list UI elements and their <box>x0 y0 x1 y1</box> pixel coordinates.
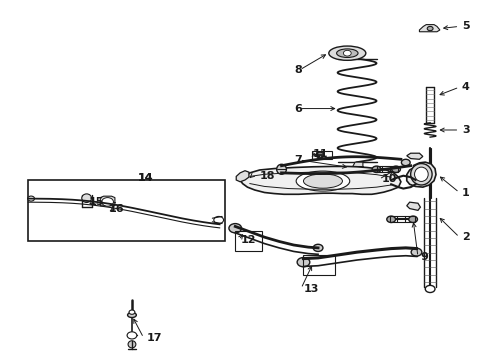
Text: 9: 9 <box>420 252 428 262</box>
Ellipse shape <box>427 26 433 31</box>
Ellipse shape <box>127 332 137 339</box>
Polygon shape <box>407 202 420 210</box>
Ellipse shape <box>127 312 136 318</box>
Text: 8: 8 <box>295 65 302 75</box>
Polygon shape <box>351 162 363 171</box>
Ellipse shape <box>337 49 358 58</box>
Text: 11: 11 <box>312 149 328 159</box>
Ellipse shape <box>372 166 381 172</box>
Text: 10: 10 <box>381 174 397 184</box>
Text: 17: 17 <box>147 333 162 343</box>
Polygon shape <box>419 24 440 32</box>
Text: 5: 5 <box>462 21 469 31</box>
Polygon shape <box>407 153 423 159</box>
Ellipse shape <box>415 167 428 181</box>
Ellipse shape <box>313 244 323 251</box>
Ellipse shape <box>411 248 422 256</box>
Ellipse shape <box>411 163 432 185</box>
Ellipse shape <box>82 194 92 202</box>
Ellipse shape <box>296 171 350 191</box>
Ellipse shape <box>329 46 366 60</box>
Text: 16: 16 <box>109 204 124 214</box>
Bar <box>235 231 262 251</box>
Ellipse shape <box>387 216 395 222</box>
Ellipse shape <box>214 216 223 224</box>
Ellipse shape <box>229 224 242 233</box>
Ellipse shape <box>343 50 351 56</box>
Bar <box>376 166 398 172</box>
Bar <box>28 180 224 241</box>
Bar <box>312 152 332 158</box>
Ellipse shape <box>392 166 400 172</box>
Text: 6: 6 <box>294 104 302 113</box>
Polygon shape <box>100 196 115 206</box>
Text: 14: 14 <box>137 173 153 183</box>
Text: 12: 12 <box>241 235 257 245</box>
Ellipse shape <box>128 341 136 348</box>
Ellipse shape <box>409 216 417 222</box>
Text: 4: 4 <box>462 82 470 92</box>
Bar <box>303 255 335 275</box>
Text: 15: 15 <box>88 197 103 207</box>
Text: 7: 7 <box>295 155 302 165</box>
Ellipse shape <box>401 159 410 166</box>
Ellipse shape <box>129 310 135 314</box>
Ellipse shape <box>297 257 310 267</box>
Text: 14: 14 <box>137 173 153 183</box>
Ellipse shape <box>102 198 114 206</box>
Text: 2: 2 <box>462 232 469 242</box>
Ellipse shape <box>303 174 343 188</box>
Text: 3: 3 <box>462 125 469 135</box>
Ellipse shape <box>277 164 287 174</box>
Bar <box>390 216 415 222</box>
Ellipse shape <box>28 196 34 201</box>
Text: 18: 18 <box>260 171 275 181</box>
Polygon shape <box>236 171 249 182</box>
Polygon shape <box>407 162 436 187</box>
Polygon shape <box>240 166 401 194</box>
Text: 13: 13 <box>303 284 319 294</box>
Text: 1: 1 <box>462 188 469 198</box>
Ellipse shape <box>316 152 324 158</box>
Ellipse shape <box>425 285 435 293</box>
